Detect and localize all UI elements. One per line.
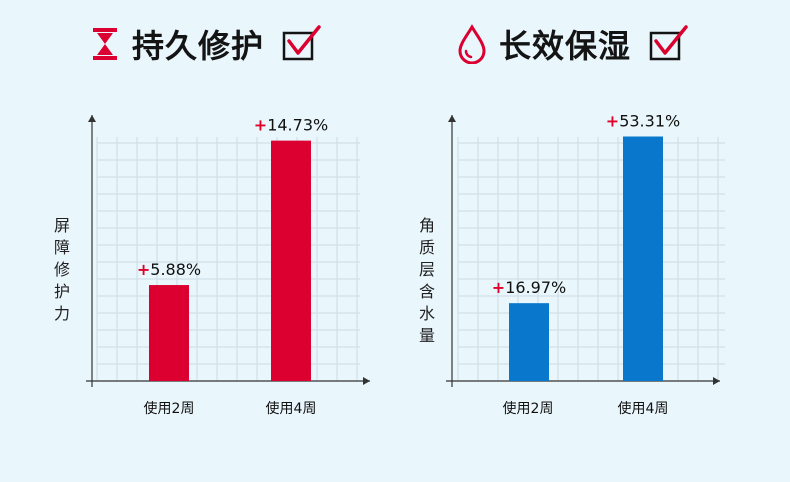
bar <box>623 136 663 381</box>
y-axis-arrow <box>448 115 456 122</box>
y-axis-label: 角质层含水量 <box>418 216 435 345</box>
right-panel: 长效保湿 角质层含水量 +16.97% 使用2周 +53.31% 使用4周 <box>395 0 790 482</box>
bar-chart-left: +5.88% 使用2周 +14.73% 使用4周 <box>86 115 370 417</box>
bar <box>271 140 311 381</box>
grid <box>457 137 725 381</box>
water-drop-icon <box>458 24 486 64</box>
checkbox-checked-icon <box>649 25 688 61</box>
left-title: 持久修护 <box>132 27 265 65</box>
x-tick-label: 使用2周 <box>144 400 195 417</box>
y-axis-arrow <box>88 115 96 122</box>
x-axis-arrow <box>713 377 720 385</box>
plus-sign: + <box>254 116 267 135</box>
plus-sign: + <box>606 112 619 131</box>
plus-sign: + <box>137 260 150 279</box>
left-heading: 持久修护 <box>90 18 322 70</box>
grid <box>96 137 360 381</box>
data-label-value: 53.31% <box>619 112 680 131</box>
data-label: +14.73% <box>254 116 328 135</box>
plus-sign: + <box>492 278 505 297</box>
y-axis-label: 屏障修护力 <box>53 216 70 323</box>
data-label: +53.31% <box>606 112 680 131</box>
x-tick-label: 使用4周 <box>618 400 669 417</box>
data-label-value: 14.73% <box>267 116 328 135</box>
right-heading: 长效保湿 <box>457 18 689 70</box>
right-title: 长效保湿 <box>499 27 632 65</box>
x-tick-label: 使用2周 <box>503 400 554 417</box>
hourglass-icon <box>93 28 117 60</box>
x-tick-label: 使用4周 <box>266 400 317 417</box>
data-label-value: 5.88% <box>150 260 201 279</box>
bar-chart-right: +16.97% 使用2周 +53.31% 使用4周 <box>446 112 725 417</box>
bar <box>509 303 549 381</box>
x-axis-arrow <box>363 377 370 385</box>
data-label: +16.97% <box>492 278 566 297</box>
data-label: +5.88% <box>137 260 201 279</box>
bar <box>149 285 189 381</box>
left-panel: 持久修护 屏障修护力 +5.88% 使用2周 +14.73% 使用4周 <box>53 18 370 417</box>
data-label-value: 16.97% <box>505 278 566 297</box>
checkbox-checked-icon <box>282 25 321 61</box>
